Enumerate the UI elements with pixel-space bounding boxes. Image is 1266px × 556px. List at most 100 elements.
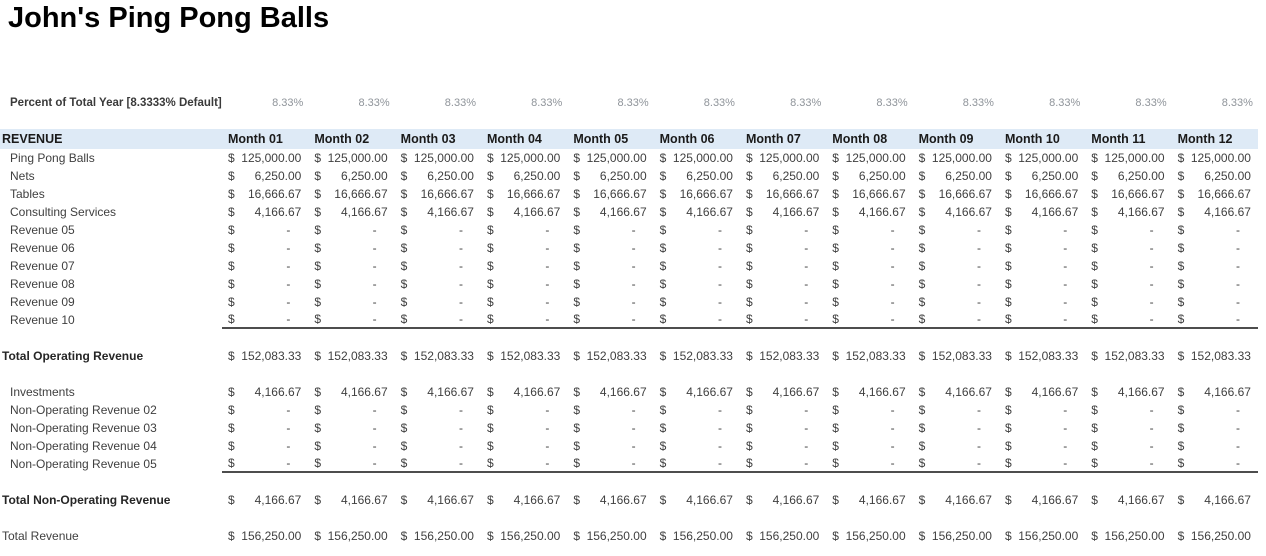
value-cell[interactable]: $ - <box>395 221 481 239</box>
value-cell[interactable]: $ - <box>1172 257 1258 275</box>
month-header-cell[interactable]: Month 05 <box>573 132 629 146</box>
value-cell[interactable]: $4,166.67 <box>654 383 740 401</box>
month-header-cell[interactable]: Month 08 <box>832 132 888 146</box>
value-cell[interactable]: $4,166.67 <box>567 491 653 509</box>
value-cell[interactable]: $ - <box>308 293 394 311</box>
value-cell[interactable]: $ - <box>308 419 394 437</box>
value-cell[interactable]: $125,000.00 <box>395 149 481 167</box>
value-cell[interactable]: $ - <box>308 311 395 329</box>
row-label[interactable]: Revenue 05 <box>10 223 75 237</box>
revenue-header-cell[interactable]: REVENUE <box>2 132 63 146</box>
value-cell[interactable]: $ - <box>481 437 567 455</box>
value-cell[interactable]: $ - <box>394 455 481 473</box>
value-cell[interactable]: $ - <box>913 275 999 293</box>
value-cell[interactable]: $152,083.33 <box>826 347 912 365</box>
value-cell[interactable]: $ - <box>222 275 308 293</box>
value-cell[interactable]: $ - <box>654 275 740 293</box>
value-cell[interactable]: $16,666.67 <box>222 185 308 203</box>
value-cell[interactable]: $16,666.67 <box>999 185 1085 203</box>
value-cell[interactable]: $16,666.67 <box>826 185 912 203</box>
row-label[interactable]: Non-Operating Revenue 05 <box>10 457 157 471</box>
value-cell[interactable]: $ - <box>395 239 481 257</box>
value-cell[interactable]: $ - <box>308 275 394 293</box>
value-cell[interactable]: $4,166.67 <box>1085 491 1171 509</box>
value-cell[interactable]: $ - <box>654 401 740 419</box>
value-cell[interactable]: $ - <box>1085 401 1171 419</box>
value-cell[interactable]: $4,166.67 <box>826 203 912 221</box>
value-cell[interactable]: $ - <box>740 437 826 455</box>
value-cell[interactable]: $ - <box>308 401 394 419</box>
value-cell[interactable]: $ - <box>740 257 826 275</box>
value-cell[interactable]: $156,250.00 <box>740 527 826 545</box>
value-cell[interactable]: $ - <box>480 311 568 329</box>
value-cell[interactable]: $ - <box>222 257 308 275</box>
value-cell[interactable]: $ - <box>481 293 567 311</box>
row-label[interactable]: Revenue 09 <box>10 295 75 309</box>
value-cell[interactable]: $125,000.00 <box>481 149 567 167</box>
value-cell[interactable]: $ - <box>913 401 999 419</box>
value-cell[interactable]: $156,250.00 <box>222 527 308 545</box>
value-cell[interactable]: $ - <box>394 311 481 329</box>
month-header-cell[interactable]: Month 02 <box>314 132 370 146</box>
value-cell[interactable]: $ - <box>826 401 912 419</box>
value-cell[interactable]: $4,166.67 <box>999 203 1085 221</box>
value-cell[interactable]: $ - <box>308 257 394 275</box>
value-cell[interactable]: $ - <box>1172 401 1258 419</box>
value-cell[interactable]: $152,083.33 <box>567 347 653 365</box>
value-cell[interactable]: $ - <box>654 257 740 275</box>
value-cell[interactable]: $16,666.67 <box>1172 185 1258 203</box>
percent-cell[interactable]: 8.33% <box>272 97 304 109</box>
value-cell[interactable]: $4,166.67 <box>913 383 999 401</box>
value-cell[interactable]: $ - <box>567 239 653 257</box>
value-cell[interactable]: $ - <box>222 311 309 329</box>
value-cell[interactable]: $ - <box>1172 239 1258 257</box>
value-cell[interactable]: $156,250.00 <box>395 527 481 545</box>
value-cell[interactable]: $ - <box>395 293 481 311</box>
month-header-cell[interactable]: Month 11 <box>1091 132 1146 146</box>
value-cell[interactable]: $ - <box>912 311 999 329</box>
value-cell[interactable]: $ - <box>740 239 826 257</box>
value-cell[interactable]: $4,166.67 <box>654 203 740 221</box>
value-cell[interactable]: $16,666.67 <box>654 185 740 203</box>
value-cell[interactable]: $4,166.67 <box>222 383 308 401</box>
value-cell[interactable]: $125,000.00 <box>826 149 912 167</box>
value-cell[interactable]: $4,166.67 <box>999 491 1085 509</box>
value-cell[interactable]: $ - <box>826 437 912 455</box>
value-cell[interactable]: $ - <box>481 221 567 239</box>
value-cell[interactable]: $ - <box>1171 455 1258 473</box>
value-cell[interactable]: $ - <box>1171 311 1258 329</box>
value-cell[interactable]: $ - <box>308 221 394 239</box>
value-cell[interactable]: $ - <box>1085 221 1171 239</box>
value-cell[interactable]: $ - <box>222 401 308 419</box>
value-cell[interactable]: $16,666.67 <box>1085 185 1171 203</box>
value-cell[interactable]: $6,250.00 <box>999 167 1085 185</box>
value-cell[interactable]: $4,166.67 <box>481 203 567 221</box>
percent-cell[interactable]: 8.33% <box>1221 97 1253 109</box>
value-cell[interactable]: $ - <box>826 275 912 293</box>
value-cell[interactable]: $4,166.67 <box>222 203 308 221</box>
value-cell[interactable]: $125,000.00 <box>1172 149 1258 167</box>
value-cell[interactable]: $ - <box>654 239 740 257</box>
value-cell[interactable]: $156,250.00 <box>826 527 912 545</box>
percent-cell[interactable]: 8.33% <box>531 97 563 109</box>
value-cell[interactable]: $ - <box>567 293 653 311</box>
value-cell[interactable]: $ - <box>395 275 481 293</box>
value-cell[interactable]: $ - <box>395 419 481 437</box>
value-cell[interactable]: $6,250.00 <box>567 167 653 185</box>
value-cell[interactable]: $152,083.33 <box>999 347 1085 365</box>
value-cell[interactable]: $4,166.67 <box>913 491 999 509</box>
value-cell[interactable]: $ - <box>1085 437 1171 455</box>
value-cell[interactable]: $ - <box>481 257 567 275</box>
value-cell[interactable]: $156,250.00 <box>567 527 653 545</box>
value-cell[interactable]: $ - <box>826 239 912 257</box>
value-cell[interactable]: $ - <box>739 311 827 329</box>
value-cell[interactable]: $ - <box>481 275 567 293</box>
value-cell[interactable]: $6,250.00 <box>1172 167 1258 185</box>
value-cell[interactable]: $16,666.67 <box>913 185 999 203</box>
value-cell[interactable]: $6,250.00 <box>395 167 481 185</box>
value-cell[interactable]: $ - <box>481 419 567 437</box>
row-label[interactable]: Nets <box>10 169 35 183</box>
value-cell[interactable]: $ - <box>999 275 1085 293</box>
value-cell[interactable]: $ - <box>1085 419 1171 437</box>
value-cell[interactable]: $ - <box>826 293 912 311</box>
